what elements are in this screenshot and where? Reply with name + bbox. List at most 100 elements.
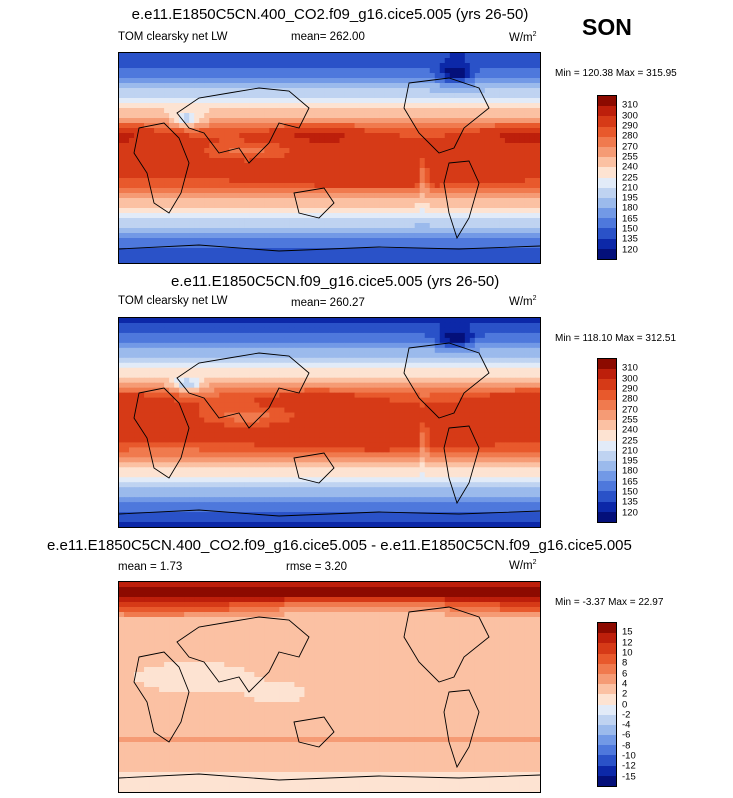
- colorbar-swatch: [598, 460, 616, 472]
- colorbar-swatch: [598, 643, 616, 654]
- colorbar-swatch: [598, 745, 616, 756]
- colorbar-tick-label: 180: [622, 465, 638, 477]
- colorbar-swatch: [598, 248, 616, 259]
- colorbar-swatch: [598, 471, 616, 482]
- colorbar-tick-label: 300: [622, 110, 638, 122]
- panel-3-mean: mean = 1.73: [118, 561, 183, 573]
- colorbar-swatch: [598, 765, 616, 776]
- colorbar-swatch: [598, 430, 616, 441]
- colorbar-swatch: [598, 501, 616, 512]
- colorbar-tick-label: 150: [622, 223, 638, 235]
- colorbar-swatch: [598, 663, 616, 674]
- colorbar-swatch: [598, 420, 616, 431]
- colorbar-swatch: [598, 379, 616, 390]
- colorbar-tick-label: 165: [622, 476, 638, 488]
- colorbar-swatch: [598, 755, 616, 766]
- panel-1-colorbar: [597, 95, 617, 260]
- colorbar-tick-label: 270: [622, 141, 638, 153]
- colorbar-swatch: [598, 735, 616, 746]
- colorbar-tick-label: 300: [622, 373, 638, 385]
- colorbar-swatch: [598, 389, 616, 400]
- colorbar-swatch: [598, 167, 616, 178]
- panel-3-units: W/m2: [509, 559, 537, 572]
- colorbar-tick-label: 240: [622, 424, 638, 436]
- panel-1-field: [119, 53, 540, 263]
- colorbar-swatch: [598, 481, 616, 492]
- panel-3-map: [118, 581, 541, 793]
- colorbar-tick-label: -12: [622, 760, 636, 772]
- colorbar-swatch: [598, 208, 616, 219]
- panel-2-mean: mean= 260.27: [291, 297, 365, 309]
- colorbar-swatch: [598, 177, 616, 188]
- colorbar-tick-label: 180: [622, 202, 638, 214]
- colorbar-swatch: [598, 704, 616, 715]
- colorbar-swatch: [598, 218, 616, 229]
- colorbar-swatch: [598, 623, 616, 634]
- colorbar-swatch: [598, 146, 616, 158]
- panel-2-variable: TOM clearsky net LW: [118, 295, 228, 307]
- colorbar-swatch: [598, 409, 616, 421]
- season-label: SON: [582, 14, 632, 40]
- colorbar-tick-label: -10: [622, 750, 636, 762]
- colorbar-tick-label: 280: [622, 393, 638, 405]
- colorbar-swatch: [598, 511, 616, 522]
- colorbar-tick-label: 12: [622, 637, 633, 649]
- colorbar-swatch: [598, 684, 616, 695]
- colorbar-tick-label: 120: [622, 244, 638, 256]
- panel-1-units: W/m2: [509, 31, 537, 44]
- colorbar-swatch: [598, 238, 616, 249]
- panel-3-minmax: Min = -3.37 Max = 22.97: [555, 597, 664, 608]
- colorbar-swatch: [598, 157, 616, 168]
- panel-3-field: [119, 582, 540, 792]
- colorbar-swatch: [598, 724, 616, 736]
- colorbar-tick-label: 255: [622, 414, 638, 426]
- colorbar-swatch: [598, 450, 616, 461]
- colorbar-tick-label: 290: [622, 383, 638, 395]
- colorbar-swatch: [598, 359, 616, 370]
- colorbar-tick-label: 150: [622, 486, 638, 498]
- panel-3-title: e.e11.E1850C5CN.400_CO2.f09_g16.cice5.00…: [47, 537, 632, 554]
- colorbar-swatch: [598, 106, 616, 117]
- colorbar-tick-label: 240: [622, 161, 638, 173]
- colorbar-swatch: [598, 96, 616, 107]
- panel-3-rmse: rmse = 3.20: [286, 561, 348, 573]
- colorbar-tick-label: 270: [622, 404, 638, 416]
- colorbar-swatch: [598, 491, 616, 502]
- panel-1-title: e.e11.E1850C5CN.400_CO2.f09_g16.cice5.00…: [131, 6, 529, 23]
- colorbar-tick-label: 15: [622, 626, 633, 638]
- colorbar-tick-label: 195: [622, 455, 638, 467]
- panel-1-minmax: Min = 120.38 Max = 315.95: [555, 68, 677, 79]
- colorbar-swatch: [598, 228, 616, 239]
- colorbar-tick-label: -2: [622, 709, 631, 721]
- panel-2-title: e.e11.E1850C5CN.f09_g16.cice5.005 (yrs 2…: [171, 273, 500, 290]
- panel-1-variable: TOM clearsky net LW: [118, 31, 228, 43]
- panel-2-units: W/m2: [509, 295, 537, 308]
- colorbar-swatch: [598, 694, 616, 705]
- colorbar-tick-label: 310: [622, 99, 638, 111]
- colorbar-tick-label: 210: [622, 445, 638, 457]
- panel-2-map: [118, 317, 541, 528]
- colorbar-tick-label: 165: [622, 213, 638, 225]
- colorbar-swatch: [598, 116, 616, 127]
- colorbar-tick-label: -15: [622, 771, 636, 783]
- colorbar-tick-label: 225: [622, 172, 638, 183]
- panel-2-colorbar: [597, 358, 617, 523]
- colorbar-swatch: [598, 673, 616, 685]
- colorbar-tick-label: 210: [622, 182, 638, 194]
- panel-1-mean: mean= 262.00: [291, 31, 365, 43]
- colorbar-tick-label: 6: [622, 668, 628, 680]
- colorbar-swatch: [598, 126, 616, 137]
- colorbar-tick-label: 8: [622, 657, 628, 669]
- panel-3-colorbar: [597, 622, 617, 787]
- colorbar-tick-label: -6: [622, 729, 631, 741]
- colorbar-swatch: [598, 440, 616, 451]
- colorbar-tick-label: 0: [622, 699, 628, 710]
- panel-1-map: [118, 52, 541, 264]
- colorbar-swatch: [598, 653, 616, 664]
- colorbar-tick-label: 2: [622, 688, 628, 700]
- panel-2-minmax: Min = 118.10 Max = 312.51: [555, 333, 677, 344]
- colorbar-tick-label: -8: [622, 740, 631, 752]
- colorbar-tick-label: 290: [622, 120, 638, 132]
- panel-2-field: [119, 318, 540, 527]
- colorbar-tick-label: 310: [622, 362, 638, 374]
